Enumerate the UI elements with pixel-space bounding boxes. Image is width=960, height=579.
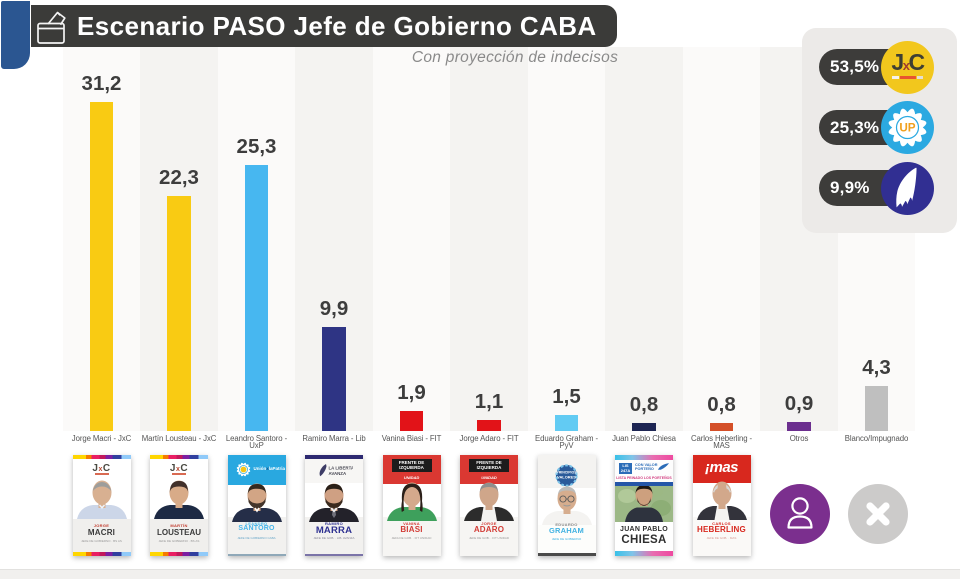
svg-text:PRINCIPIOS: PRINCIPIOS	[556, 470, 577, 474]
svg-text:LA LIBERTAD: LA LIBERTAD	[329, 465, 354, 470]
svg-text:UP: UP	[899, 122, 915, 135]
svg-text:AVANZA: AVANZA	[329, 471, 347, 476]
svg-text:VALORES: VALORES	[557, 474, 576, 479]
